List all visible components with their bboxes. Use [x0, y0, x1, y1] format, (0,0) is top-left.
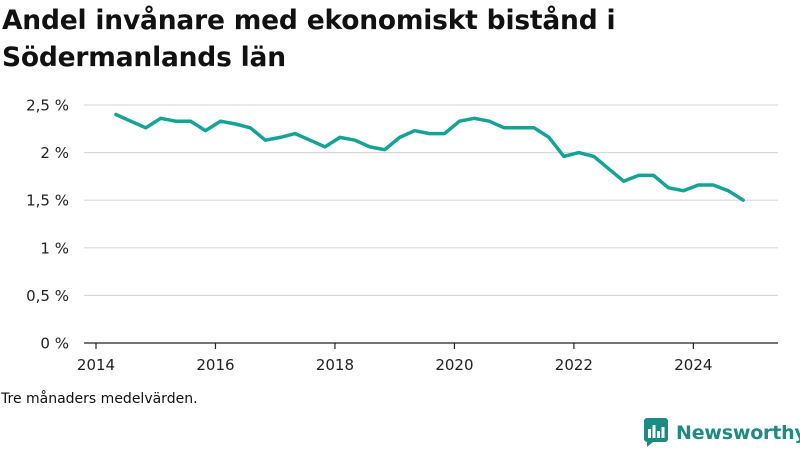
y-axis-ticks: 0 % 0,5 % 1 % 1,5 % 2 % 2,5 % [26, 97, 69, 353]
series-line [114, 112, 745, 202]
chart-note: Tre månaders medelvärden. [1, 391, 198, 407]
y-tick-label: 1,5 % [26, 192, 69, 210]
y-tick-label: 0 % [40, 335, 69, 353]
x-tick-label: 2014 [77, 356, 115, 374]
x-tick-label: 2018 [316, 356, 354, 374]
brand-name: Newsworthy [676, 421, 800, 444]
newsworthy-logo-icon [644, 418, 668, 447]
y-tick-label: 1 % [40, 239, 69, 257]
gridlines [84, 104, 778, 296]
brand[interactable]: Newsworthy [644, 418, 800, 447]
x-tick-label: 2022 [555, 356, 593, 374]
x-tick-label: 2024 [674, 356, 712, 374]
chart-title: Andel invånare med ekonomiskt bistånd i … [2, 5, 616, 73]
x-tick-label: 2016 [196, 356, 234, 374]
x-axis-ticks: 2014 2016 2018 2020 2022 2024 [77, 343, 712, 374]
line-chart: 0 % 0,5 % 1 % 1,5 % 2 % 2,5 % 2014 2016 2018 202… [26, 97, 778, 374]
y-tick-label: 2,5 % [26, 97, 69, 115]
x-tick-label: 2020 [435, 356, 473, 374]
y-tick-label: 0,5 % [26, 287, 69, 305]
y-tick-label: 2 % [40, 144, 69, 162]
